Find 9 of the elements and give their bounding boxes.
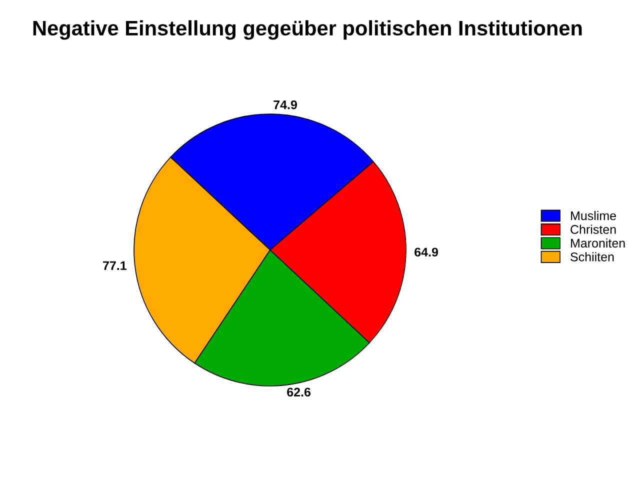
- data-label: 62.6: [287, 388, 310, 397]
- legend-label: Muslime: [571, 211, 616, 220]
- data-label: 77.1: [103, 261, 126, 270]
- legend-label: Christen: [570, 224, 616, 234]
- legend-label: Schiiten: [570, 252, 614, 262]
- data-label: 74.9: [274, 100, 297, 110]
- legend-label: Maroniten: [571, 238, 625, 248]
- chart-title: Negative Einstellung gegeüber politischen Institutionen: [33, 20, 582, 40]
- data-label: 64.9: [414, 248, 438, 257]
